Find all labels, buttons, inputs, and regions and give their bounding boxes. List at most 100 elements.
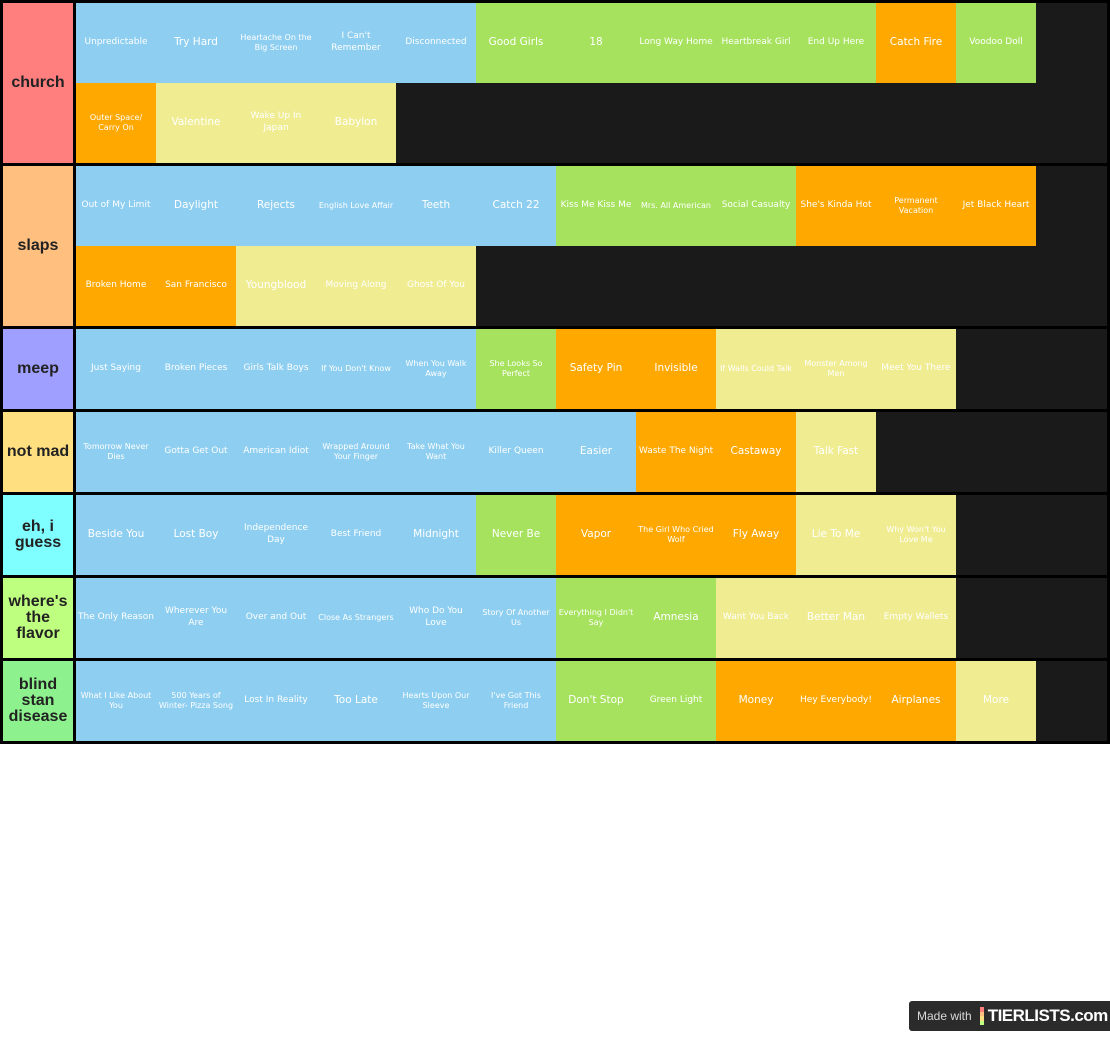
tier-item[interactable]: Out of My Limit bbox=[76, 166, 156, 246]
tier-item[interactable]: She's Kinda Hot bbox=[796, 166, 876, 246]
tier-item[interactable]: If Walls Could Talk bbox=[716, 329, 796, 409]
tier-item[interactable]: Want You Back bbox=[716, 578, 796, 658]
tier-item[interactable]: San Francisco bbox=[156, 246, 236, 326]
tier-item[interactable]: 18 bbox=[556, 3, 636, 83]
tier-item[interactable]: Waste The Night bbox=[636, 412, 716, 492]
tier-item[interactable]: Vapor bbox=[556, 495, 636, 575]
tier-item[interactable]: Try Hard bbox=[156, 3, 236, 83]
tier-label[interactable]: not mad bbox=[3, 412, 73, 492]
tier-item[interactable]: The Girl Who Cried Wolf bbox=[636, 495, 716, 575]
tier-item[interactable]: Youngblood bbox=[236, 246, 316, 326]
tier-item[interactable]: Close As Strangers bbox=[316, 578, 396, 658]
tier-item[interactable]: Talk Fast bbox=[796, 412, 876, 492]
tier-item[interactable]: Unpredictable bbox=[76, 3, 156, 83]
tier-item[interactable]: Money bbox=[716, 661, 796, 741]
tier-item[interactable]: Story Of Another Us bbox=[476, 578, 556, 658]
tier-item[interactable]: Wherever You Are bbox=[156, 578, 236, 658]
tier-item[interactable]: I've Got This Friend bbox=[476, 661, 556, 741]
tier-label[interactable]: eh, i guess bbox=[3, 495, 73, 575]
tier-item[interactable]: Rejects bbox=[236, 166, 316, 246]
tier-item[interactable]: Safety Pin bbox=[556, 329, 636, 409]
tier-item[interactable]: Fly Away bbox=[716, 495, 796, 575]
tier-item[interactable]: Meet You There bbox=[876, 329, 956, 409]
tier-label[interactable]: blind stan disease bbox=[3, 661, 73, 741]
tier-item[interactable]: Green Light bbox=[636, 661, 716, 741]
tier-item[interactable]: Wrapped Around Your Finger bbox=[316, 412, 396, 492]
tier-item[interactable]: Catch Fire bbox=[876, 3, 956, 83]
tier-item[interactable]: If You Don't Know bbox=[316, 329, 396, 409]
tier-item-label: San Francisco bbox=[165, 280, 227, 291]
tier-item[interactable]: Catch 22 bbox=[476, 166, 556, 246]
tier-item[interactable]: End Up Here bbox=[796, 3, 876, 83]
tier-item[interactable]: Midnight bbox=[396, 495, 476, 575]
tier-item[interactable]: American Idiot bbox=[236, 412, 316, 492]
tier-item[interactable]: Lost In Reality bbox=[236, 661, 316, 741]
tier-item[interactable]: Kiss Me Kiss Me bbox=[556, 166, 636, 246]
tier-item[interactable]: I Can't Remember bbox=[316, 3, 396, 83]
tier-item[interactable]: Best Friend bbox=[316, 495, 396, 575]
tier-item[interactable]: Airplanes bbox=[876, 661, 956, 741]
tier-item[interactable]: English Love Affair bbox=[316, 166, 396, 246]
tier-label[interactable]: where's the flavor bbox=[3, 578, 73, 658]
tier-item[interactable]: Independence Day bbox=[236, 495, 316, 575]
tier-item[interactable]: Mrs. All American bbox=[636, 166, 716, 246]
tier-item-label: I Can't Remember bbox=[331, 31, 381, 53]
tier-item[interactable]: More bbox=[956, 661, 1036, 741]
tier-item[interactable]: Easier bbox=[556, 412, 636, 492]
tier-item[interactable]: Good Girls bbox=[476, 3, 556, 83]
tier-item[interactable]: Daylight bbox=[156, 166, 236, 246]
tier-item[interactable]: Gotta Get Out bbox=[156, 412, 236, 492]
tier-item[interactable]: Empty Wallets bbox=[876, 578, 956, 658]
made-with-badge[interactable]: Made with TIERLISTS.com bbox=[909, 1001, 1110, 1031]
tier-item[interactable]: Wake Up In Japan bbox=[236, 83, 316, 163]
tier-label[interactable]: church bbox=[3, 3, 73, 163]
tier-item[interactable]: Broken Home bbox=[76, 246, 156, 326]
tier-item[interactable]: Valentine bbox=[156, 83, 236, 163]
tier-item[interactable]: Girls Talk Boys bbox=[236, 329, 316, 409]
made-with-text: Made with bbox=[917, 1009, 972, 1023]
tier-item[interactable]: Heartbreak Girl bbox=[716, 3, 796, 83]
tier-item[interactable]: 500 Years of Winter- Pizza Song bbox=[156, 661, 236, 741]
tier-item[interactable]: Everything I Didn't Say bbox=[556, 578, 636, 658]
tier-item[interactable]: Hearts Upon Our Sleeve bbox=[396, 661, 476, 741]
tier-item[interactable]: The Only Reason bbox=[76, 578, 156, 658]
tier-item[interactable]: Voodoo Doll bbox=[956, 3, 1036, 83]
tier-item[interactable]: What I Like About You bbox=[76, 661, 156, 741]
tier-item[interactable]: Babylon bbox=[316, 83, 396, 163]
tier-item[interactable]: Amnesia bbox=[636, 578, 716, 658]
tier-item[interactable]: Moving Along bbox=[316, 246, 396, 326]
tier-item[interactable]: Monster Among Men bbox=[796, 329, 876, 409]
tier-label[interactable]: meep bbox=[3, 329, 73, 409]
tier-item[interactable]: Permanent Vacation bbox=[876, 166, 956, 246]
tier-item[interactable]: Never Be bbox=[476, 495, 556, 575]
tier-item[interactable]: Just Saying bbox=[76, 329, 156, 409]
tier-item[interactable]: Take What You Want bbox=[396, 412, 476, 492]
tier-item[interactable]: Over and Out bbox=[236, 578, 316, 658]
tier-item[interactable]: Lie To Me bbox=[796, 495, 876, 575]
tier-item[interactable]: Beside You bbox=[76, 495, 156, 575]
tier-item[interactable]: Invisible bbox=[636, 329, 716, 409]
tier-item[interactable]: Castaway bbox=[716, 412, 796, 492]
tier-label[interactable]: slaps bbox=[3, 166, 73, 326]
tier-item[interactable]: When You Walk Away bbox=[396, 329, 476, 409]
tier-item[interactable]: Jet Black Heart bbox=[956, 166, 1036, 246]
tier-item[interactable]: Tomorrow Never Dies bbox=[76, 412, 156, 492]
tier-item[interactable]: Killer Queen bbox=[476, 412, 556, 492]
tier-item[interactable]: Disconnected bbox=[396, 3, 476, 83]
tier-item-label: Rejects bbox=[256, 199, 296, 212]
tier-item[interactable]: Broken Pieces bbox=[156, 329, 236, 409]
tier-item[interactable]: She Looks So Perfect bbox=[476, 329, 556, 409]
tier-item[interactable]: Lost Boy bbox=[156, 495, 236, 575]
tier-item[interactable]: Ghost Of You bbox=[396, 246, 476, 326]
tier-item[interactable]: Long Way Home bbox=[636, 3, 716, 83]
tier-item[interactable]: Don't Stop bbox=[556, 661, 636, 741]
tier-item[interactable]: Better Man bbox=[796, 578, 876, 658]
tier-item[interactable]: Teeth bbox=[396, 166, 476, 246]
tier-item[interactable]: Heartache On the Big Screen bbox=[236, 3, 316, 83]
tier-item[interactable]: Hey Everybody! bbox=[796, 661, 876, 741]
tier-item[interactable]: Who Do You Love bbox=[396, 578, 476, 658]
tier-item[interactable]: Why Won't You Love Me bbox=[876, 495, 956, 575]
tier-item[interactable]: Social Casualty bbox=[716, 166, 796, 246]
tier-item[interactable]: Too Late bbox=[316, 661, 396, 741]
tier-item[interactable]: Outer Space/ Carry On bbox=[76, 83, 156, 163]
